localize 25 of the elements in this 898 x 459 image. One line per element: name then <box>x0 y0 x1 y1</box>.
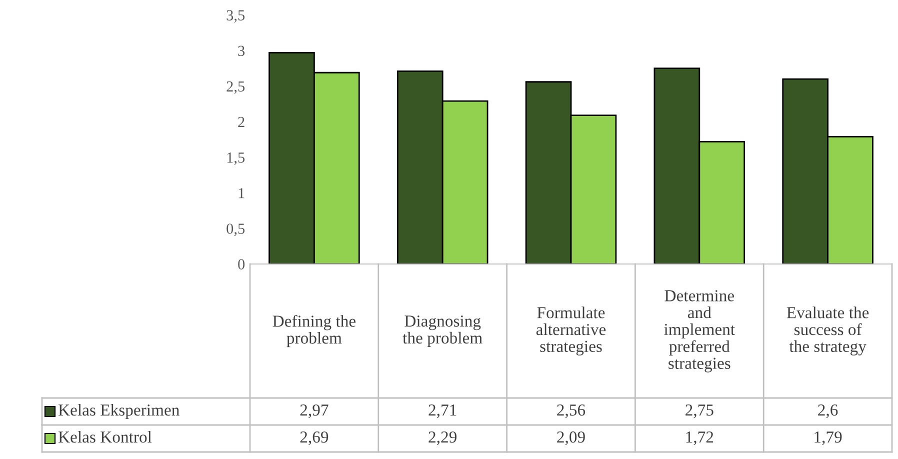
legend-label: Kelas Kontrol <box>58 430 152 443</box>
data-label: 2,71 <box>428 404 456 418</box>
data-label: 2,6 <box>818 404 838 418</box>
data-label: 2,97 <box>300 404 328 418</box>
data-label: 1,72 <box>686 431 714 446</box>
x-tick-label: Formulate alternative strategies <box>536 306 606 356</box>
data-label: 2,09 <box>557 431 585 446</box>
y-tick-label: 0,5 <box>226 224 245 236</box>
data-label: 2,29 <box>428 431 456 446</box>
data-label: 2,75 <box>686 404 714 418</box>
x-tick-label: Determine and implement preferred strategies <box>664 290 735 372</box>
y-tick-label: 3,5 <box>226 10 245 23</box>
x-tick-label: Diagnosing the problem <box>402 316 482 347</box>
y-tick-label: 1,5 <box>227 152 245 165</box>
legend-label: Kelas Eksperimen <box>58 404 180 420</box>
data-label: 1,79 <box>814 431 842 446</box>
data-label: 2,56 <box>557 404 586 418</box>
x-tick-label: Evaluate the success of the strategy <box>786 306 869 356</box>
y-tick-label: 0 <box>238 259 245 270</box>
y-tick-label: 1 <box>238 188 244 198</box>
y-tick-label: 2 <box>238 116 244 128</box>
x-tick-label: Defining the problem <box>272 314 356 348</box>
y-tick-label: 3 <box>238 46 245 56</box>
data-label: 2,69 <box>300 431 328 446</box>
y-tick-label: 2,5 <box>226 81 245 94</box>
